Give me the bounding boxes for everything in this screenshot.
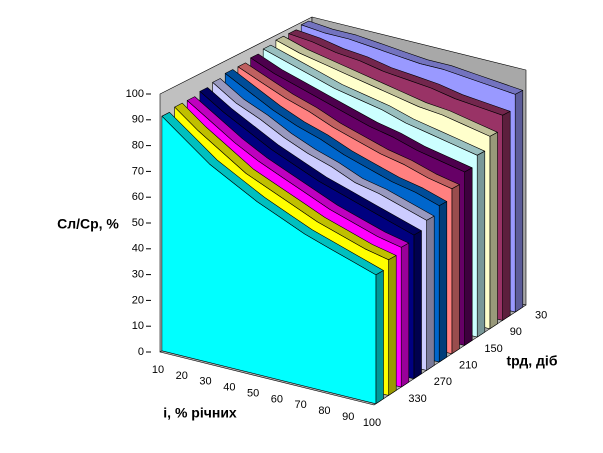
z-tick-label: 150: [484, 343, 502, 355]
area-end: [438, 201, 448, 363]
y-tick-label: 0: [138, 346, 144, 358]
x-tick-label: 20: [176, 370, 188, 382]
area-end: [413, 230, 422, 380]
area-end: [426, 215, 435, 371]
area-end: [514, 90, 524, 313]
x-tick-label: 80: [318, 405, 330, 417]
y-tick-label: 100: [126, 88, 144, 100]
y-tick-label: 10: [132, 320, 144, 332]
x-tick-label: 70: [295, 399, 307, 411]
y-tick-label: 20: [132, 294, 144, 306]
area-end: [388, 255, 397, 396]
area-end: [451, 184, 460, 355]
y-tick-label: 90: [132, 114, 144, 126]
y-tick-label: 30: [132, 269, 144, 281]
plot-area: [161, 20, 524, 405]
x-tick-label: 100: [363, 417, 381, 429]
z-tick-label: 30: [535, 309, 547, 321]
z-axis-title: tрд, діб: [507, 353, 558, 369]
x-tick-label: 90: [342, 411, 354, 423]
y-axis-title: Cл/Cр, %: [57, 216, 119, 232]
y-tick-label: 70: [132, 165, 144, 177]
z-tick-label: 90: [510, 326, 522, 338]
x-axis-title: i, % річних: [163, 405, 237, 421]
y-tick-label: 40: [132, 243, 144, 255]
z-tick-label: 210: [459, 359, 477, 371]
y-tick-label: 80: [132, 140, 144, 152]
x-tick-label: 50: [247, 387, 259, 399]
area-end: [400, 242, 410, 388]
x-tick-label: 30: [199, 376, 211, 388]
area-end: [489, 132, 498, 330]
area-end: [476, 150, 486, 338]
x-tick-label: 60: [271, 393, 283, 405]
area: [161, 115, 377, 405]
area-end: [502, 111, 511, 321]
z-tick-label: 330: [408, 393, 426, 405]
x-tick-label: 40: [223, 382, 235, 394]
x-tick-label: 10: [152, 364, 164, 376]
y-tick-label: 60: [132, 191, 144, 203]
z-tick-label: 270: [434, 376, 452, 388]
area-end: [464, 167, 473, 346]
y-tick-label: 50: [132, 217, 144, 229]
area-end: [375, 270, 384, 405]
